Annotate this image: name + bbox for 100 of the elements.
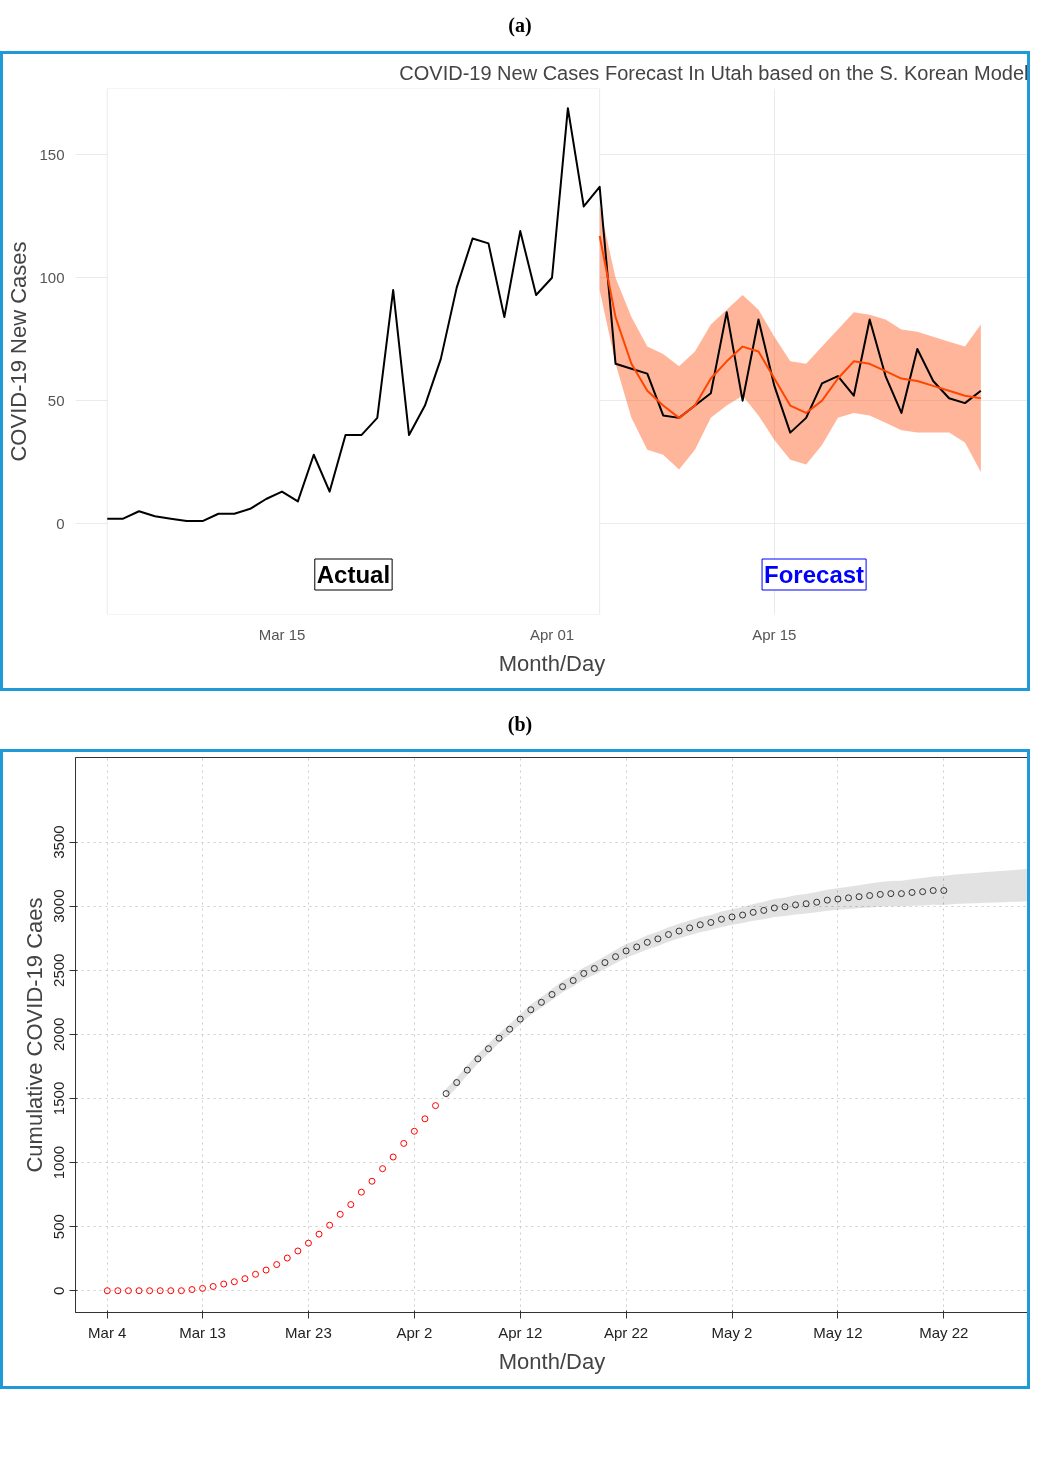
point xyxy=(601,959,609,967)
point xyxy=(622,947,630,955)
point xyxy=(495,1034,503,1042)
point xyxy=(294,1247,302,1255)
y-tick-label: 0 xyxy=(50,1286,68,1296)
point xyxy=(643,938,651,946)
point xyxy=(103,1287,111,1295)
text: (a) xyxy=(508,13,532,38)
point xyxy=(167,1287,175,1295)
x-tick-label: Mar 23 xyxy=(285,1323,332,1341)
point xyxy=(135,1287,143,1295)
point xyxy=(199,1285,207,1293)
point xyxy=(177,1287,185,1295)
point xyxy=(844,894,852,902)
point xyxy=(919,888,927,896)
y-tick-label: 3500 xyxy=(50,825,68,859)
x-tick-label: May 22 xyxy=(919,1323,969,1341)
y-tick-label: 50 xyxy=(47,391,65,409)
annotation: Actual xyxy=(316,560,391,588)
point xyxy=(548,991,556,999)
text: (b) xyxy=(507,711,533,738)
line-series xyxy=(598,234,982,419)
point xyxy=(442,1090,450,1098)
point xyxy=(400,1140,408,1148)
point xyxy=(940,887,948,895)
x-tick-label: Apr 01 xyxy=(529,625,575,643)
point xyxy=(114,1287,122,1295)
x-axis-title: Month/Day xyxy=(498,650,606,676)
x-tick-label: Apr 15 xyxy=(752,625,797,643)
point xyxy=(654,935,662,943)
point xyxy=(781,903,789,911)
y-tick-label: 3000 xyxy=(50,889,68,923)
point xyxy=(146,1287,154,1295)
point xyxy=(792,901,800,909)
point xyxy=(823,896,831,904)
point xyxy=(283,1254,291,1262)
point xyxy=(580,970,588,978)
point xyxy=(908,889,916,897)
point xyxy=(347,1201,355,1209)
point xyxy=(813,898,821,906)
point xyxy=(463,1066,471,1074)
x-tick-label: May 2 xyxy=(711,1323,753,1341)
annotation: Forecast xyxy=(764,560,865,588)
point xyxy=(230,1278,238,1286)
point xyxy=(124,1287,132,1295)
point xyxy=(336,1210,344,1218)
point xyxy=(897,890,905,898)
point xyxy=(241,1275,249,1283)
point xyxy=(262,1266,270,1274)
point xyxy=(717,915,725,923)
line-series xyxy=(106,106,982,522)
point xyxy=(252,1270,260,1278)
y-tick-label: 1000 xyxy=(50,1145,68,1180)
point xyxy=(537,998,545,1006)
y-tick-label: 100 xyxy=(39,268,65,286)
y-tick-label: 500 xyxy=(50,1214,68,1240)
x-tick-label: Apr 2 xyxy=(396,1323,433,1341)
x-tick-label: Mar 13 xyxy=(179,1323,226,1341)
point xyxy=(484,1045,492,1053)
point xyxy=(760,907,768,915)
y-tick-label: 2500 xyxy=(50,953,68,988)
point xyxy=(664,931,672,939)
y-tick-label: 150 xyxy=(39,145,65,163)
y-tick-label: 2000 xyxy=(50,1017,68,1052)
point xyxy=(590,965,598,973)
point xyxy=(527,1006,535,1014)
point xyxy=(866,892,874,900)
point xyxy=(389,1153,397,1161)
point xyxy=(612,953,620,961)
point xyxy=(855,893,863,901)
y-tick-label: 1500 xyxy=(50,1081,68,1116)
y-tick-label: 0 xyxy=(56,514,65,532)
point xyxy=(315,1230,323,1238)
point xyxy=(569,977,577,985)
point xyxy=(707,919,715,927)
point xyxy=(326,1221,334,1229)
point xyxy=(379,1165,387,1173)
x-tick-label: Mar 15 xyxy=(258,625,306,643)
point xyxy=(506,1025,514,1033)
point xyxy=(887,890,895,898)
x-tick-label: Apr 22 xyxy=(604,1323,649,1341)
point xyxy=(421,1115,429,1123)
x-tick-label: Mar 4 xyxy=(88,1323,127,1341)
point xyxy=(220,1280,228,1288)
y-axis-title: Cumulative COVID-19 Caes xyxy=(21,897,47,1173)
point xyxy=(770,904,778,912)
point xyxy=(188,1286,196,1294)
point xyxy=(802,900,810,908)
y-axis-title: COVID-19 New Cases xyxy=(6,241,32,462)
point xyxy=(410,1127,418,1135)
point xyxy=(749,908,757,916)
x-tick-label: May 12 xyxy=(813,1323,863,1341)
point xyxy=(834,895,842,903)
x-axis-title: Month/Day xyxy=(498,1348,606,1374)
point xyxy=(559,983,567,991)
point xyxy=(929,887,937,895)
point xyxy=(273,1261,281,1269)
point xyxy=(304,1239,312,1247)
point xyxy=(876,891,884,899)
point xyxy=(474,1055,482,1063)
